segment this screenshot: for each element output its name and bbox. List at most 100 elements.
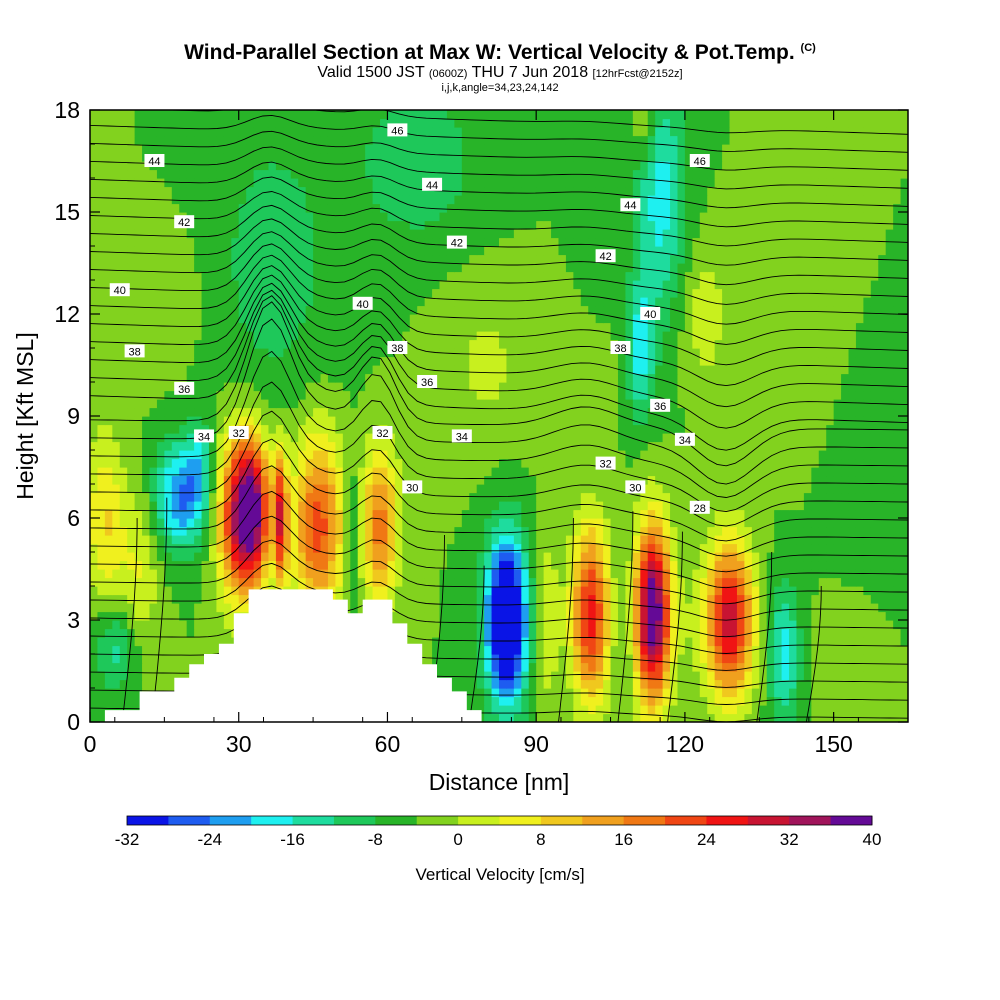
velocity-cell — [171, 373, 180, 383]
velocity-cell — [803, 671, 812, 681]
velocity-cell — [491, 339, 500, 349]
velocity-cell — [655, 586, 664, 596]
velocity-cell — [208, 501, 218, 511]
velocity-cell — [670, 450, 679, 460]
velocity-cell — [142, 467, 151, 477]
velocity-cell — [432, 339, 441, 349]
velocity-cell — [789, 407, 798, 417]
velocity-cell — [223, 637, 232, 647]
velocity-cell — [855, 416, 864, 426]
velocity-cell — [186, 654, 195, 664]
velocity-cell — [142, 390, 151, 400]
velocity-cell — [588, 552, 597, 562]
velocity-cell — [848, 441, 857, 451]
velocity-cell — [580, 458, 589, 468]
velocity-cell — [461, 450, 470, 460]
velocity-cell — [736, 407, 745, 417]
velocity-cell — [536, 373, 545, 383]
velocity-cell — [104, 433, 113, 443]
velocity-cell — [863, 594, 872, 604]
velocity-cell — [461, 382, 470, 392]
velocity-cell — [424, 654, 433, 664]
velocity-cell — [714, 458, 723, 468]
velocity-cell — [417, 407, 426, 417]
velocity-cell — [201, 382, 210, 392]
velocity-cell — [171, 348, 180, 358]
velocity-cell — [826, 373, 835, 383]
velocity-cell — [625, 399, 634, 409]
velocity-cell — [610, 475, 619, 485]
velocity-cell — [617, 535, 627, 545]
velocity-cell — [573, 518, 582, 528]
velocity-cell — [513, 382, 522, 392]
velocity-cell — [781, 535, 790, 545]
velocity-cell — [171, 671, 180, 681]
velocity-cell — [238, 475, 247, 485]
velocity-cell — [446, 348, 455, 358]
velocity-cell — [90, 518, 99, 528]
velocity-cell — [313, 390, 322, 400]
velocity-cell — [134, 450, 143, 460]
velocity-cell — [461, 492, 470, 502]
velocity-cell — [97, 713, 106, 722]
velocity-cell — [208, 645, 218, 655]
velocity-cell — [156, 373, 165, 383]
velocity-cell — [365, 594, 374, 604]
velocity-cell — [506, 543, 515, 553]
velocity-cell — [565, 569, 574, 579]
velocity-cell — [469, 348, 478, 358]
velocity-cell — [528, 356, 537, 366]
velocity-cell — [454, 560, 463, 570]
velocity-cell — [223, 416, 232, 426]
velocity-cell — [350, 399, 359, 409]
velocity-cell — [372, 331, 381, 341]
velocity-cell — [201, 458, 210, 468]
velocity-cell — [454, 501, 463, 511]
velocity-cell — [662, 654, 671, 664]
velocity-cell — [573, 509, 582, 519]
velocity-cell — [127, 552, 136, 562]
velocity-cell — [826, 390, 835, 400]
velocity-cell — [387, 501, 396, 511]
velocity-cell — [261, 339, 270, 349]
velocity-cell — [625, 688, 634, 698]
velocity-cell — [826, 407, 835, 417]
velocity-cell — [588, 662, 597, 672]
velocity-cell — [841, 628, 850, 638]
velocity-cell — [781, 569, 790, 579]
velocity-cell — [439, 560, 448, 570]
velocity-cell — [536, 390, 545, 400]
velocity-cell — [699, 645, 708, 655]
velocity-cell — [677, 348, 686, 358]
velocity-cell — [536, 628, 545, 638]
valid-time-line: Valid 1500 JST (0600Z) THU 7 Jun 2018 [1… — [317, 64, 683, 81]
velocity-cell — [811, 382, 820, 392]
velocity-cell — [781, 390, 790, 400]
velocity-cell — [327, 526, 336, 536]
velocity-cell — [551, 526, 560, 536]
velocity-cell — [833, 713, 842, 722]
velocity-cell — [573, 535, 582, 545]
velocity-cell — [446, 577, 455, 587]
velocity-cell — [789, 713, 798, 722]
velocity-cell — [684, 467, 693, 477]
velocity-cell — [647, 348, 656, 358]
velocity-cell — [692, 518, 701, 528]
velocity-cell — [714, 518, 723, 528]
velocity-cell — [127, 450, 136, 460]
velocity-cell — [826, 611, 835, 621]
velocity-cell — [841, 501, 850, 511]
velocity-cell — [640, 416, 649, 426]
velocity-cell — [156, 331, 165, 341]
velocity-cell — [714, 382, 723, 392]
velocity-cell — [283, 433, 292, 443]
velocity-cell — [372, 543, 381, 553]
velocity-cell — [543, 662, 552, 672]
velocity-cell — [558, 569, 567, 579]
velocity-cell — [446, 373, 455, 383]
velocity-cell — [231, 518, 240, 528]
velocity-cell — [699, 560, 708, 570]
velocity-cell — [179, 603, 188, 613]
velocity-cell — [513, 407, 522, 417]
velocity-cell — [878, 628, 887, 638]
